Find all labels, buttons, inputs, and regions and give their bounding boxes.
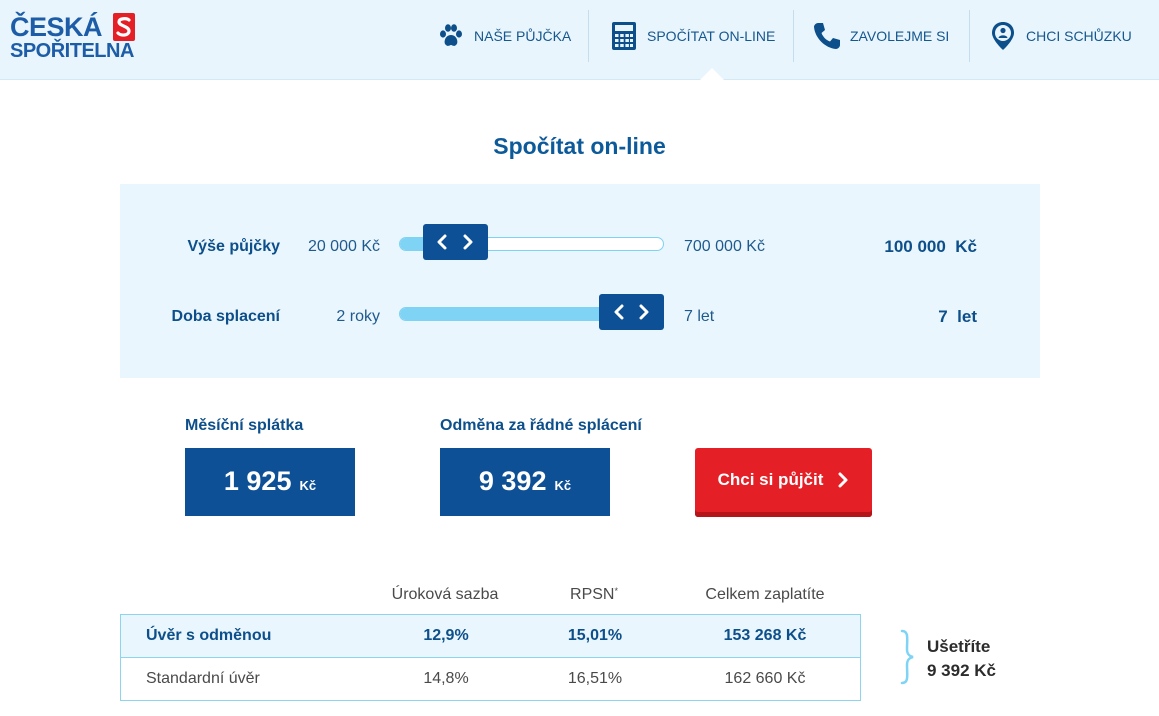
ceska-sporitelna-logo[interactable]: ČESKÁ SPOŘITELNA	[10, 10, 140, 66]
s-mark-icon	[113, 13, 135, 41]
header-interest-rate: Úroková sazba	[391, 586, 499, 603]
amount-value-number: 100 000	[884, 237, 946, 256]
nav-divider	[969, 10, 970, 62]
monthly-payment-label: Měsíční splátka	[185, 417, 304, 434]
savings-amount: 9 392 Kč	[927, 661, 996, 680]
site-header: ČESKÁ SPOŘITELNA NAŠE PŮJČKA	[0, 0, 1159, 80]
chevron-right-icon	[838, 472, 848, 488]
page-title: Spočítat on-line	[493, 133, 666, 159]
nav-divider	[793, 10, 794, 62]
nav-label: SPOČÍTAT ON-LINE	[647, 28, 776, 44]
table-row: Standardní úvěr 14,8% 16,51% 162 660 Kč	[121, 658, 860, 701]
savings-label: Ušetříte	[927, 637, 991, 656]
table-cell: 15,01%	[567, 627, 623, 644]
nav-label: CHCI SCHŮZKU	[1026, 28, 1132, 44]
savings-summary: Ušetříte 9 392 Kč	[927, 635, 996, 683]
term-value: 7 let	[797, 307, 977, 327]
term-value-unit: let	[957, 307, 977, 326]
header-rpsn-label: RPSN	[570, 586, 615, 603]
amount-max-label: 700 000 Kč	[684, 238, 765, 255]
term-slider-track[interactable]	[399, 307, 664, 321]
amount-value-unit: Kč	[955, 237, 977, 256]
monthly-payment-unit: Kč	[299, 478, 317, 493]
monthly-payment-value: 1 925	[223, 466, 292, 496]
rpsn-footnote-mark: *	[614, 586, 618, 596]
logo-line-1: ČESKÁ	[10, 12, 103, 42]
nav-item-zavolejme-si[interactable]: ZAVOLEJME SI	[812, 10, 949, 62]
table-cell: 162 660 Kč	[724, 670, 806, 687]
term-max-label: 7 let	[684, 308, 715, 325]
location-person-icon	[988, 21, 1018, 51]
table-cell: 12,9%	[423, 627, 469, 644]
term-slider-handle[interactable]	[599, 294, 664, 330]
header-total-paid: Celkem zaplatíte	[705, 586, 825, 603]
amount-min-label: 20 000 Kč	[307, 238, 380, 255]
logo-line-2: SPOŘITELNA	[10, 40, 134, 62]
nav-divider	[588, 10, 589, 62]
amount-value: 100 000 Kč	[797, 237, 977, 257]
term-value-number: 7	[938, 307, 948, 326]
paw-icon	[436, 21, 466, 51]
reward-label: Odměna za řádné splácení	[440, 417, 642, 434]
calculator-icon	[609, 21, 639, 51]
nav-label: NAŠE PŮJČKA	[474, 28, 572, 44]
nav-item-spocitat-online[interactable]: SPOČÍTAT ON-LINE	[609, 10, 775, 62]
comparison-table: Úvěr s odměnou 12,9% 15,01% 153 268 Kč S…	[120, 614, 861, 701]
term-min-label: 2 roky	[336, 308, 380, 325]
active-nav-indicator	[700, 68, 724, 80]
phone-icon	[812, 21, 842, 51]
reward-value: 9 392	[478, 466, 547, 496]
chevron-right-icon	[639, 304, 649, 320]
chevron-left-icon	[437, 234, 447, 250]
amount-label: Výše půjčky	[187, 238, 281, 255]
nav-item-chci-schuzku[interactable]: CHCI SCHŮZKU	[988, 10, 1132, 62]
reward-unit: Kč	[554, 478, 572, 493]
table-cell: 14,8%	[423, 670, 469, 687]
term-slider-fill	[400, 308, 633, 320]
apply-loan-button[interactable]: Chci si půjčit	[695, 448, 872, 517]
curly-brace-icon	[900, 629, 914, 685]
calculator-panel: Výše půjčky 20 000 Kč 700 000 Kč 100 000…	[120, 184, 1040, 378]
amount-slider-handle[interactable]	[422, 224, 488, 260]
nav-item-nase-pujcka[interactable]: NAŠE PŮJČKA	[436, 10, 571, 62]
reward-box: 9 392 Kč	[440, 448, 610, 516]
chevron-left-icon	[614, 304, 624, 320]
chevron-right-icon	[463, 234, 473, 250]
term-label: Doba splacení	[171, 308, 280, 325]
table-row: Úvěr s odměnou 12,9% 15,01% 153 268 Kč	[121, 615, 860, 658]
table-cell: Standardní úvěr	[146, 670, 260, 687]
table-cell: 153 268 Kč	[723, 627, 807, 644]
monthly-payment-box: 1 925 Kč	[185, 448, 355, 516]
table-cell: Úvěr s odměnou	[146, 627, 272, 644]
nav-label: ZAVOLEJME SI	[850, 28, 950, 44]
apply-loan-label: Chci si půjčit	[717, 470, 824, 489]
header-rpsn: RPSN*	[534, 586, 654, 604]
table-cell: 16,51%	[567, 670, 623, 687]
